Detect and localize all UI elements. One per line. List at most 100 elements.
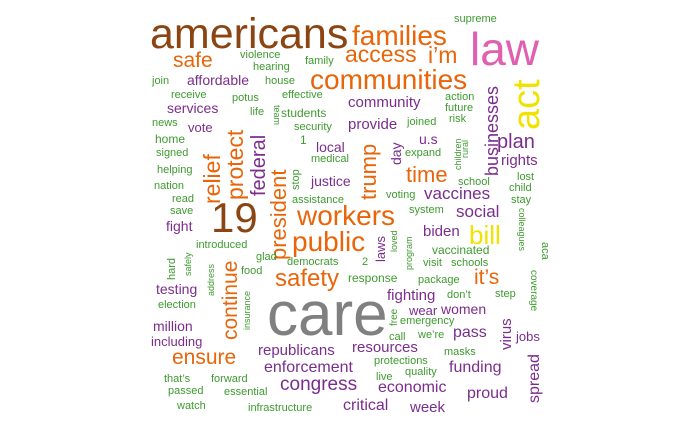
word-safety: safety — [275, 265, 340, 292]
word-vaccines: vaccines — [424, 184, 491, 203]
word-package: package — [418, 274, 460, 286]
word-laws: laws — [373, 235, 388, 262]
word-school: school — [458, 176, 490, 188]
word-federal: federal — [248, 134, 270, 196]
word-child: child — [509, 182, 532, 194]
word-stay: stay — [511, 194, 532, 206]
word-2: 2 — [362, 256, 369, 268]
word-testing: testing — [156, 281, 198, 297]
word-19: 19 — [211, 194, 258, 241]
word-1: 1 — [300, 133, 307, 147]
word-relief: relief — [199, 154, 225, 204]
word-law: law — [470, 23, 540, 75]
word-read: read — [172, 193, 195, 205]
word-economic: economic — [378, 379, 447, 396]
word-jobs: jobs — [516, 329, 540, 344]
word-pass: pass — [453, 324, 487, 341]
word-vote: vote — [188, 120, 213, 135]
word-insurance: insurance — [242, 290, 252, 330]
word-democrats: democrats — [287, 256, 339, 268]
word-week: week — [410, 399, 446, 416]
word-protect: protect — [222, 129, 248, 200]
word-hearing: hearing — [253, 61, 290, 73]
word-americans: americans — [150, 10, 349, 58]
word-provide: provide — [348, 116, 398, 133]
word-dont: don’t — [447, 289, 471, 301]
word-us: u.s — [419, 131, 438, 147]
word-workers: workers — [297, 200, 396, 231]
word-receive: receive — [171, 89, 207, 101]
word-election: election — [158, 299, 196, 311]
word-were: we’re — [418, 329, 445, 341]
word-im: i’m — [428, 42, 458, 68]
word-schools: schools — [451, 257, 489, 269]
word-plan: plan — [497, 131, 535, 153]
word-expand: expand — [405, 147, 442, 159]
word-resources: resources — [352, 339, 418, 356]
word-community: community — [348, 94, 421, 111]
word-thats: that’s — [164, 373, 191, 385]
word-biden: biden — [423, 223, 460, 240]
word-infrastructure: infrastructure — [248, 402, 313, 414]
word-affordable: affordable — [187, 72, 250, 88]
word-helping: helping — [157, 164, 193, 176]
word-care: care — [267, 280, 388, 349]
word-assistance: assistance — [292, 194, 344, 206]
word-ensure: ensure — [172, 346, 237, 369]
word-free: free — [389, 308, 400, 326]
word-medical: medical — [311, 153, 349, 165]
word-system: system — [409, 204, 444, 216]
word-life: life — [250, 106, 265, 118]
word-local: local — [316, 139, 345, 155]
word-continue: continue — [219, 260, 242, 340]
word-save: save — [170, 205, 194, 217]
word-emergency: emergency — [400, 315, 455, 327]
word-effective: effective — [282, 89, 323, 101]
word-access: access — [345, 41, 417, 67]
word-stop: stop — [290, 169, 302, 190]
word-joined: joined — [407, 116, 437, 128]
word-visit: visit — [423, 257, 442, 269]
word-rights: rights — [501, 152, 538, 169]
word-lost: lost — [517, 171, 535, 183]
word-businesses: businesses — [482, 85, 502, 176]
word-step: step — [495, 288, 516, 300]
word-family: family — [305, 55, 334, 67]
word-watch: watch — [177, 400, 206, 412]
word-funding: funding — [449, 359, 502, 376]
word-students: students — [281, 106, 327, 120]
word-join: join — [152, 75, 170, 87]
word-future: future — [445, 102, 474, 114]
word-trump: trump — [356, 143, 381, 200]
word-signed: signed — [156, 147, 189, 159]
word-aca: aca — [539, 242, 551, 260]
word-day: day — [388, 142, 404, 165]
word-republicans: republicans — [258, 342, 335, 359]
word-proud: proud — [467, 385, 508, 402]
word-safe: safe — [173, 49, 213, 72]
word-house: house — [265, 75, 295, 87]
word-public: public — [292, 226, 366, 257]
word-security: security — [294, 121, 332, 133]
word-congress: congress — [280, 374, 358, 395]
word-program: program — [404, 236, 414, 270]
word-news: news — [152, 117, 178, 129]
word-coverage: coverage — [528, 270, 539, 312]
word-nation: nation — [154, 180, 184, 192]
word-services: services — [167, 100, 219, 116]
word-social: social — [456, 202, 500, 221]
word-fight: fight — [166, 218, 193, 234]
word-address: address — [206, 263, 216, 296]
word-home: home — [155, 132, 186, 146]
word-potus: potus — [232, 92, 259, 104]
word-spread: spread — [526, 354, 543, 403]
word-loved: loved — [389, 230, 399, 252]
word-wear: wear — [409, 303, 438, 318]
word-enforcement: enforcement — [264, 359, 353, 376]
word-women: women — [441, 301, 487, 317]
word-hard: hard — [166, 257, 178, 280]
word-passed: passed — [168, 385, 204, 397]
word-its: it’s — [474, 266, 500, 289]
word-act: act — [506, 79, 548, 130]
